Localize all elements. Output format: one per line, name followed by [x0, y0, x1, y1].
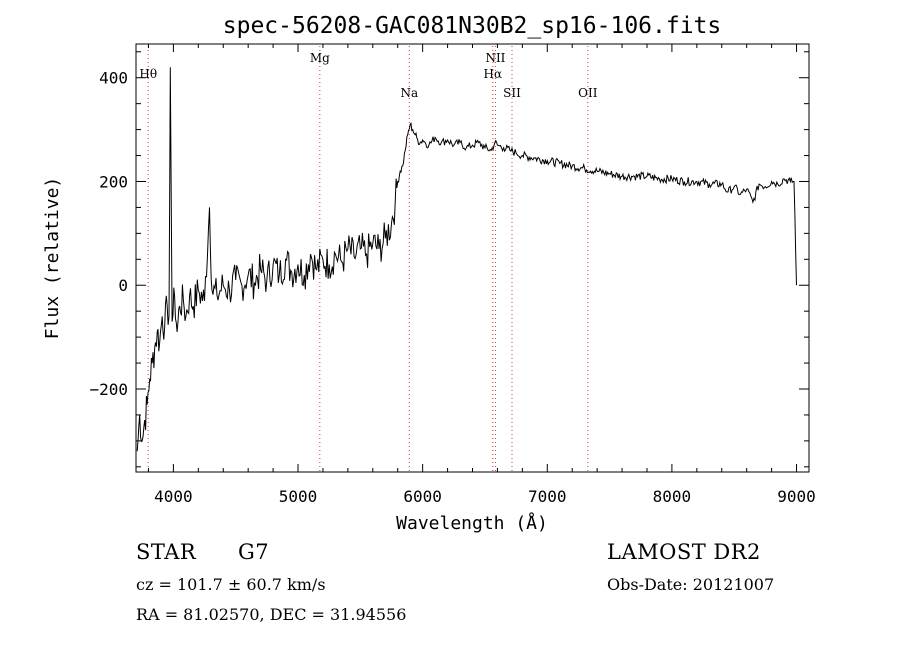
survey-name: LAMOST DR2: [607, 540, 761, 564]
x-tick-label: 8000: [653, 487, 692, 506]
emission-line-label: OII: [578, 86, 598, 100]
x-axis-label: Wavelength (Å): [396, 512, 548, 534]
emission-line-label: NII: [485, 51, 505, 65]
emission-line-label: SII: [503, 86, 521, 100]
observation-date: Obs-Date: 20121007: [607, 575, 775, 594]
y-tick-label: 400: [99, 69, 128, 88]
x-tick-label: 7000: [528, 487, 567, 506]
emission-line-label: Na: [400, 86, 418, 100]
sky-coordinates: RA = 81.02570, DEC = 31.94556: [136, 605, 407, 624]
object-class: STAR: [136, 540, 197, 564]
spectrum-line: [136, 67, 797, 452]
x-tick-label: 4000: [154, 487, 193, 506]
chart-title: spec-56208-GAC081N30B2_sp16-106.fits: [223, 13, 722, 39]
axis-ticks: 4000 5000 6000 7000 8000 9000 −200 0 200 400: [89, 44, 816, 506]
emission-line-label: Hθ: [139, 67, 157, 81]
x-tick-label: 6000: [403, 487, 442, 506]
object-subclass: G7: [238, 540, 270, 564]
emission-line-label: Mg: [310, 51, 330, 65]
plot-frame: [135, 43, 810, 473]
y-tick-label: −200: [89, 380, 128, 399]
y-tick-label: 200: [99, 172, 128, 191]
redshift-velocity: cz = 101.7 ± 60.7 km/s: [136, 575, 326, 594]
emission-line-label: Hα: [484, 67, 503, 81]
x-tick-label: 9000: [777, 487, 816, 506]
x-tick-label: 5000: [279, 487, 318, 506]
y-tick-label: 0: [118, 276, 128, 295]
y-axis-label: Flux (relative): [42, 177, 63, 340]
